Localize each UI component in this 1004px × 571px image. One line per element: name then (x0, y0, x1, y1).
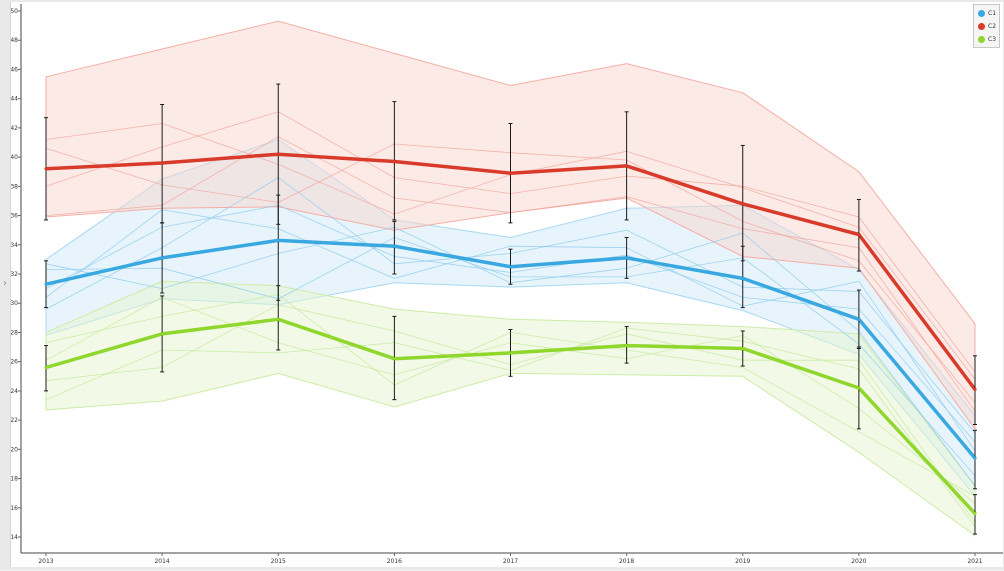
data-point-c3 (44, 365, 48, 370)
y-tick-label: 16 (11, 505, 18, 512)
y-tick-label: 40 (11, 154, 18, 161)
legend-label: C1 (988, 10, 997, 17)
data-point-c3 (160, 332, 164, 336)
y-tick-label: 48 (11, 37, 18, 44)
x-tick-label: 2020 (851, 558, 866, 565)
legend-label: C2 (988, 23, 997, 30)
data-point-c3 (276, 317, 280, 321)
y-tick-label: 24 (11, 388, 18, 395)
y-tick-label: 44 (11, 96, 18, 103)
data-point-c3 (741, 346, 745, 351)
y-tick-label: 36 (11, 213, 18, 220)
data-point-c2 (160, 161, 164, 165)
y-tick-label: 42 (11, 125, 18, 132)
legend-swatch (978, 23, 985, 30)
data-point-c1 (857, 317, 861, 321)
y-tick-label: 30 (11, 300, 18, 307)
line-chart: 14 16 18 20 22 24 26 28 30 32 34 36 38 40 42 44 46 48 50 20… (10, 4, 1003, 565)
data-point-c1 (392, 244, 396, 248)
data-point-c1 (160, 256, 164, 260)
data-point-c2 (508, 171, 513, 175)
data-point-c1 (625, 256, 629, 260)
y-tick-label: 32 (11, 271, 18, 278)
data-point-c2 (741, 202, 745, 206)
data-point-c1 (276, 238, 280, 242)
plot-area: 14 16 18 20 22 24 26 28 30 32 34 36 38 40 42 44 46 48 50 20… (10, 2, 1003, 567)
legend-label: C3 (988, 36, 997, 43)
x-tick-label: 2017 (503, 558, 518, 565)
data-point-c2 (44, 167, 48, 171)
y-tick-label: 14 (11, 534, 18, 541)
x-tick-label: 2018 (619, 558, 634, 565)
data-point-c3 (508, 351, 513, 355)
data-point-c1 (741, 276, 745, 280)
y-tick-label: 38 (11, 183, 18, 190)
data-point-c2 (973, 387, 977, 392)
data-point-c2 (276, 152, 280, 156)
legend-swatch (978, 10, 985, 17)
y-tick-label: 22 (11, 417, 18, 424)
chevron-right-icon[interactable]: › (3, 278, 7, 289)
x-tick-label: 2013 (38, 558, 53, 565)
data-point-c2 (625, 164, 629, 168)
x-tick-label: 2016 (387, 558, 402, 565)
y-tick-label: 50 (11, 8, 18, 15)
data-point-c2 (857, 232, 861, 237)
x-tick-label: 2021 (967, 558, 982, 565)
data-point-c3 (973, 512, 977, 516)
x-tick-label: 2014 (154, 558, 169, 565)
member-line-c1 (45, 209, 976, 452)
x-tick-label: 2019 (735, 558, 750, 565)
y-tick-label: 34 (11, 242, 18, 249)
y-tick-label: 20 (11, 446, 18, 453)
data-point-c1 (973, 456, 977, 460)
legend: C1 C2 C3 (973, 4, 1000, 48)
data-point-c1 (44, 282, 48, 286)
data-point-c1 (508, 265, 513, 269)
y-tick-label: 28 (11, 329, 18, 336)
data-point-c3 (857, 386, 861, 390)
legend-swatch (978, 36, 985, 43)
y-tick-label: 46 (11, 66, 18, 73)
y-tick-label: 18 (11, 476, 18, 483)
x-tick-label: 2015 (271, 558, 286, 565)
y-tick-label: 26 (11, 359, 18, 366)
data-point-c3 (392, 357, 396, 361)
data-point-c2 (392, 159, 396, 164)
data-point-c3 (625, 343, 629, 348)
